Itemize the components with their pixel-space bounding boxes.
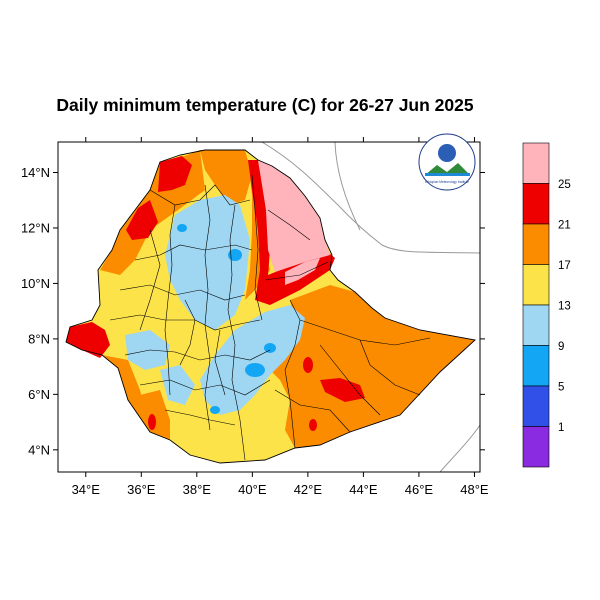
- orange-zone: [140, 390, 170, 440]
- legend-swatch: [522, 183, 550, 225]
- orange-zone-east: [270, 285, 475, 448]
- map-frame: [57, 141, 481, 473]
- lon-tick-label: 46°E: [405, 482, 434, 497]
- blue-patch: [177, 224, 187, 232]
- red-zone-far-west: [66, 322, 110, 358]
- blue-patch: [210, 406, 220, 414]
- coastline: [261, 142, 480, 254]
- legend-label: 21: [558, 220, 571, 232]
- lat-tick-label: 8°N: [28, 331, 50, 346]
- red-zone-northwest: [158, 156, 192, 192]
- legend-label: 25: [558, 179, 571, 191]
- lon-tick-label: 44°E: [349, 482, 378, 497]
- lon-tick-label: 40°E: [238, 482, 267, 497]
- pink-zone-afar: [258, 160, 330, 272]
- border-line: [439, 424, 480, 472]
- red-patch: [309, 419, 317, 431]
- lon-tick-label: 38°E: [183, 482, 212, 497]
- red-patch: [303, 357, 313, 373]
- legend-swatch: [522, 223, 550, 265]
- border-line: [334, 142, 361, 231]
- legend-label: 9: [558, 341, 564, 353]
- legend-swatch: [522, 304, 550, 346]
- lat-tick-label: 14°N: [21, 165, 50, 180]
- lon-tick-label: 36°E: [127, 482, 156, 497]
- lat-tick-label: 6°N: [28, 387, 50, 402]
- red-zone-southeast: [320, 378, 365, 402]
- legend-swatch: [522, 385, 550, 427]
- blue-patch: [264, 343, 276, 353]
- emi-logo: Ethiopian Meteorology Institute: [418, 133, 476, 191]
- legend-label: 5: [558, 382, 564, 394]
- blue-patch: [228, 249, 242, 261]
- country-border: [65, 149, 476, 464]
- lightblue-zone: [125, 330, 170, 370]
- pink-zone: [285, 258, 320, 285]
- lat-tick-label: 12°N: [21, 220, 50, 235]
- color-legend: 1 5 9 13 17 21 25: [522, 142, 571, 468]
- lon-tick-label: 42°E: [294, 482, 323, 497]
- red-patch: [148, 414, 156, 430]
- map-title: Daily minimum temperature (C) for 26-27 …: [56, 95, 474, 115]
- logo-cloud-icon: [438, 144, 456, 162]
- logo-caption: Ethiopian Meteorology Institute: [425, 180, 469, 184]
- map-content: [65, 142, 480, 472]
- legend-swatch: [522, 426, 550, 468]
- lat-tick-label: 10°N: [21, 276, 50, 291]
- orange-zone: [200, 150, 252, 205]
- legend-label: 17: [558, 260, 571, 272]
- map-axes: 34°E 36°E 38°E 40°E 42°E 44°E 46°E 48°E 4°N 6°N 8°…: [21, 137, 489, 497]
- lon-tick-label: 34°E: [72, 482, 101, 497]
- legend-swatch: [522, 345, 550, 387]
- lat-tick-label: 4°N: [28, 442, 50, 457]
- admin-boundaries: [109, 174, 431, 461]
- blue-patch: [245, 363, 265, 377]
- legend-label: 13: [558, 301, 571, 313]
- logo-landscape-icon: [425, 163, 470, 175]
- lon-tick-label: 48°E: [460, 482, 489, 497]
- legend-swatch: [522, 142, 550, 184]
- legend-label: 1: [558, 422, 564, 434]
- legend-swatch: [522, 264, 550, 306]
